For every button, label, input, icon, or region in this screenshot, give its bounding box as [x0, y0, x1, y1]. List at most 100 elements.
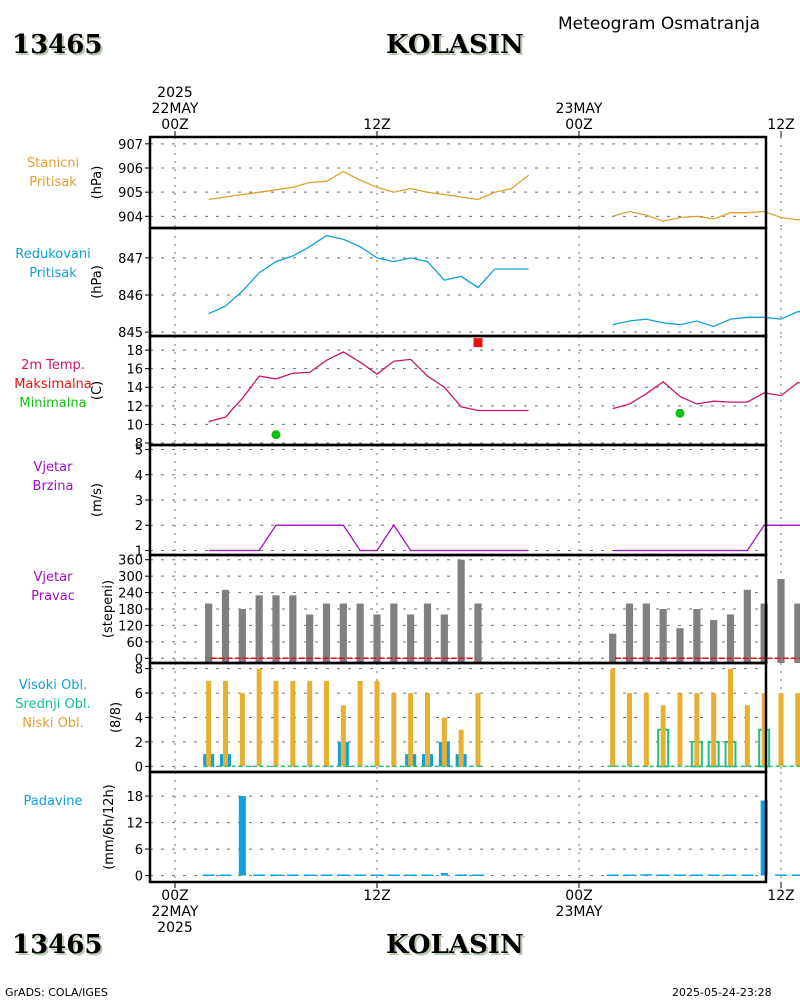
wind-direction-bar: [726, 614, 735, 663]
series-line: [612, 524, 800, 552]
low-cloud-bar: [660, 705, 666, 767]
station-id-footer: 13465: [12, 930, 103, 960]
top-time-label: 23MAY: [556, 101, 603, 117]
series-line: [612, 311, 800, 328]
y-tick-label: 3: [135, 494, 143, 509]
series-line: [612, 380, 800, 410]
wind-direction-bar: [373, 614, 381, 663]
precip-bar: [270, 874, 282, 876]
panel-legend-label: Maksimalna: [14, 377, 92, 392]
y-tick-label: 904: [118, 210, 143, 225]
wind-direction-bar: [238, 609, 246, 663]
precip-bar: [253, 874, 266, 876]
y-tick-label: 4: [135, 469, 143, 484]
precip-bar: [791, 874, 800, 876]
low-cloud-bar: [610, 668, 616, 767]
y-tick-label: 4: [135, 712, 143, 727]
y-tick-label: 360: [118, 554, 143, 569]
y-tick-label: 12: [126, 400, 143, 415]
y-tick-label: 845: [118, 326, 143, 341]
precip-bar: [690, 874, 703, 876]
precip-bar: [337, 874, 350, 876]
precip-bar: [455, 874, 468, 876]
low-cloud-bar: [425, 693, 430, 767]
series-line: [208, 170, 529, 201]
top-time-label: 22MAY: [152, 101, 199, 117]
y-tick-label: 905: [118, 186, 143, 201]
wind-direction-bar: [289, 595, 297, 663]
station-name-header: KOLASIN: [386, 30, 524, 60]
bottom-time-label: 2025: [157, 920, 193, 936]
low-cloud-bar: [391, 693, 397, 767]
precip-bar: [440, 872, 448, 876]
top-time-label: 2025: [157, 85, 193, 101]
top-time-label: 00Z: [565, 117, 592, 133]
y-tick-label: 8: [135, 437, 143, 452]
low-cloud-bar: [273, 680, 279, 767]
panel-legend-label: Pritisak: [29, 175, 77, 190]
precip-bar: [387, 874, 400, 876]
y-tick-label: 300: [118, 570, 143, 585]
panel-legend-label: Visoki Obl.: [19, 678, 87, 693]
precip-bar: [657, 874, 670, 876]
precip-bar: [724, 874, 737, 876]
wind-direction-bar: [440, 614, 448, 663]
data-layer: [202, 170, 800, 876]
wind-direction-bar: [390, 603, 398, 663]
bottom-time-label: 00Z: [565, 888, 592, 904]
panel-legend-label: 2m Temp.: [21, 358, 85, 373]
wind-direction-bar: [625, 603, 634, 663]
low-cloud-bar: [643, 693, 649, 767]
precip-bar: [286, 874, 299, 876]
low-cloud-bar: [728, 668, 733, 767]
precip-bar: [775, 874, 787, 876]
precip-bar: [707, 874, 720, 876]
wind-direction-bar: [457, 559, 465, 663]
y-tick-label: 120: [118, 619, 143, 634]
precip-bar: [371, 874, 383, 876]
series-line: [208, 234, 529, 315]
wind-direction-bar: [407, 614, 415, 663]
y-tick-label: 2: [135, 736, 143, 751]
y-tick-label: 2: [135, 519, 143, 534]
y-axis-label: (m/s): [90, 483, 105, 517]
precip-bar: [354, 874, 367, 876]
panel-legend-label: Pravac: [31, 589, 75, 604]
panel-frame: [148, 135, 768, 230]
low-cloud-bar: [441, 717, 447, 767]
low-cloud-bar: [324, 680, 329, 767]
precip-bar: [421, 874, 434, 876]
frame-layer: [145, 131, 782, 888]
y-tick-label: 60: [126, 636, 143, 651]
low-cloud-bar: [744, 705, 750, 767]
top-time-label: 00Z: [161, 117, 188, 133]
y-tick-label: 6: [135, 687, 143, 702]
bottom-time-label: 12Z: [767, 888, 794, 904]
y-axis-label: (mm/6h/12h): [102, 784, 117, 870]
precip-bar: [760, 800, 768, 876]
y-tick-label: 906: [118, 162, 143, 177]
y-tick-label: 907: [118, 138, 143, 153]
grid-layer: [150, 137, 782, 882]
bottom-time-label: 23MAY: [556, 904, 603, 920]
low-cloud-bar: [711, 693, 717, 767]
y-tick-label: 5: [135, 444, 143, 459]
wind-direction-bar: [255, 595, 263, 663]
bottom-time-label: 00Z: [161, 888, 188, 904]
wind-direction-bar: [339, 603, 347, 663]
min-temp-marker: [271, 430, 281, 440]
wind-direction-bar: [642, 603, 650, 663]
min-temp-marker: [675, 408, 685, 418]
wind-direction-bar: [306, 614, 314, 663]
low-cloud-bar: [256, 668, 262, 767]
low-cloud-bar: [374, 680, 380, 767]
precip-bar: [238, 796, 246, 876]
panel-legend-label: Brzina: [33, 479, 74, 494]
panel-legend-label: Niski Obl.: [22, 716, 84, 731]
low-cloud-bar: [458, 729, 464, 767]
panel-frame: [148, 226, 768, 338]
y-axis-label: (hPa): [90, 265, 105, 299]
wind-direction-bar: [474, 603, 482, 663]
top-time-label: 12Z: [363, 117, 390, 133]
